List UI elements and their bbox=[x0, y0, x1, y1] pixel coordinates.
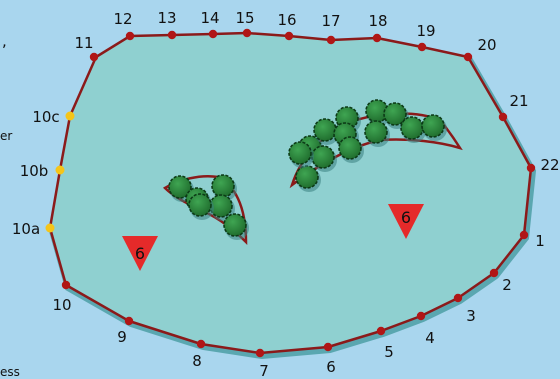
post-label-22: 22 bbox=[540, 156, 559, 174]
post-label-13: 13 bbox=[157, 9, 176, 27]
green-area bbox=[50, 33, 531, 353]
post-14 bbox=[209, 30, 217, 38]
post-6 bbox=[324, 343, 332, 351]
aux-post-10b bbox=[56, 166, 65, 175]
post-label-4: 4 bbox=[425, 329, 435, 347]
post-label-20: 20 bbox=[477, 36, 496, 54]
post-13 bbox=[168, 31, 176, 39]
marker-label-right: 6 bbox=[401, 208, 411, 227]
edge-text-top-left: , bbox=[2, 32, 7, 50]
post-22 bbox=[527, 164, 535, 172]
post-3 bbox=[454, 294, 462, 302]
post-label-5: 5 bbox=[384, 343, 394, 361]
post-7 bbox=[256, 349, 264, 357]
post-label-15: 15 bbox=[235, 9, 254, 27]
post-15 bbox=[243, 29, 251, 37]
post-label-14: 14 bbox=[200, 9, 219, 27]
aux-post-10a bbox=[46, 224, 55, 233]
post-11 bbox=[90, 53, 98, 61]
post-label-21: 21 bbox=[509, 92, 528, 110]
post-20 bbox=[464, 53, 472, 61]
edge-text-bottom-left: ess bbox=[0, 365, 20, 379]
post-label-11: 11 bbox=[74, 34, 93, 52]
post-label-16: 16 bbox=[277, 11, 296, 29]
post-label-2: 2 bbox=[502, 276, 512, 294]
edge-text-mid-left: er bbox=[0, 129, 12, 143]
post-label-10: 10 bbox=[52, 296, 71, 314]
post-label-8: 8 bbox=[192, 352, 202, 370]
marker-label-left: 6 bbox=[135, 244, 145, 263]
post-12 bbox=[126, 32, 134, 40]
post-label-3: 3 bbox=[466, 307, 476, 325]
post-label-6: 6 bbox=[326, 358, 336, 376]
post-8 bbox=[197, 340, 205, 348]
post-label-17: 17 bbox=[321, 12, 340, 30]
post-18 bbox=[373, 34, 381, 42]
post-9 bbox=[125, 317, 133, 325]
post-4 bbox=[417, 312, 425, 320]
post-label-19: 19 bbox=[416, 22, 435, 40]
aux-post-label-10c: 10c bbox=[32, 108, 59, 126]
post-label-1: 1 bbox=[535, 232, 545, 250]
post-label-18: 18 bbox=[368, 12, 387, 30]
aux-post-label-10a: 10a bbox=[12, 220, 40, 238]
post-label-9: 9 bbox=[117, 328, 127, 346]
post-label-12: 12 bbox=[113, 10, 132, 28]
post-21 bbox=[499, 113, 507, 121]
post-10 bbox=[62, 281, 70, 289]
post-2 bbox=[490, 269, 498, 277]
post-label-7: 7 bbox=[259, 362, 269, 379]
aux-post-10c bbox=[66, 112, 75, 121]
aux-post-label-10b: 10b bbox=[20, 162, 49, 180]
post-19 bbox=[418, 43, 426, 51]
post-5 bbox=[377, 327, 385, 335]
post-17 bbox=[327, 36, 335, 44]
post-16 bbox=[285, 32, 293, 40]
post-1 bbox=[520, 231, 528, 239]
